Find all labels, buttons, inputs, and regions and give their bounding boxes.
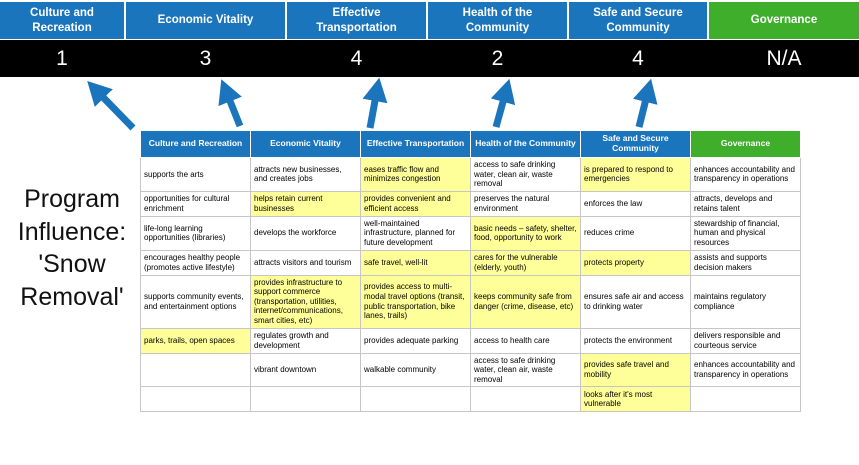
table-row: parks, trails, open spaces regulates grow… (140, 327, 801, 354)
matrix-cell: attracts visitors and tourism (250, 249, 361, 276)
matrix-cell: reduces crime (580, 215, 691, 251)
matrix-cell (470, 386, 581, 413)
arrow-icon-culture (87, 80, 136, 131)
matrix-cell: assists and supports decision makers (690, 249, 801, 276)
influence-arrows (87, 77, 658, 131)
score-band: 1 3 4 2 4 N/A (0, 40, 859, 77)
matrix-cell (140, 386, 251, 413)
matrix-cell: enforces the law (580, 190, 691, 217)
matrix-cell: access to safe drinking water, clean air… (470, 157, 581, 192)
matrix-cell: provides access to multi-modal travel op… (360, 274, 471, 329)
matrix-cell: basic needs – safety, shelter, food, opp… (470, 215, 581, 251)
table-row: supports community events, and entertain… (140, 274, 801, 329)
summary-header-cell: Governance (709, 2, 859, 39)
matrix-header-cell: Safe and Secure Community (580, 130, 691, 158)
arrow-icon-safe (633, 78, 658, 128)
matrix-cell: regulates growth and development (250, 327, 361, 354)
arrow-icon-health (490, 78, 516, 128)
matrix-cell: provides safe travel and mobility (580, 352, 691, 388)
matrix-cell: access to safe drinking water, clean air… (470, 352, 581, 388)
matrix-cell: maintains regulatory compliance (690, 274, 801, 329)
matrix-cell: develops the workforce (250, 215, 361, 251)
matrix-cell: eases traffic flow and minimizes congest… (360, 157, 471, 192)
table-row: supports the arts attracts new businesses… (140, 157, 801, 192)
score-value: 4 (350, 46, 363, 70)
matrix-header-cell: Economic Vitality (250, 130, 361, 158)
matrix-cell: safe travel, well-lit (360, 249, 471, 276)
matrix-header-cell: Governance (690, 130, 801, 158)
matrix-cell: walkable community (360, 352, 471, 388)
matrix-header-cell: Health of the Community (470, 130, 581, 158)
matrix-cell: protects property (580, 249, 691, 276)
matrix-cell: looks after it's most vulnerable (580, 386, 691, 413)
matrix-cell: delivers responsible and courteous servi… (690, 327, 801, 354)
matrix-header-row: Culture and Recreation Economic Vitality E… (140, 130, 801, 158)
matrix-header-cell: Effective Transportation (360, 130, 471, 158)
matrix-cell: attracts new businesses, and creates job… (250, 157, 361, 192)
matrix-cell (690, 386, 801, 413)
summary-header-cell: Economic Vitality (126, 2, 285, 39)
score-value: 1 (56, 46, 68, 70)
matrix-cell: supports community events, and entertain… (140, 274, 251, 329)
summary-header-cell: Culture and Recreation (0, 2, 124, 39)
table-row: vibrant downtown walkable community access… (140, 352, 801, 388)
matrix-cell: parks, trails, open spaces (140, 327, 251, 354)
matrix-cell (250, 386, 361, 413)
matrix-cell: access to health care (470, 327, 581, 354)
matrix-cell: enhances accountability and transparency… (690, 157, 801, 192)
arrow-icon-economic (218, 79, 244, 128)
score-value: 4 (632, 46, 644, 70)
matrix-cell: stewardship of financial, human and phys… (690, 215, 801, 251)
matrix-cell: well-maintained infrastructure, planned … (360, 215, 471, 251)
matrix-cell: provides infrastructure to support comme… (250, 274, 361, 329)
matrix-cell: attracts, develops and retains talent (690, 190, 801, 217)
arrow-icon-transportation (362, 77, 388, 129)
matrix-cell: supports the arts (140, 157, 251, 192)
table-row: looks after it's most vulnerable (140, 386, 801, 413)
matrix-cell (140, 352, 251, 388)
summary-header-cell: Effective Transportation (287, 2, 426, 39)
score-value: N/A (766, 46, 802, 70)
table-row: life-long learning opportunities (librar… (140, 215, 801, 251)
matrix-cell: is prepared to respond to emergencies (580, 157, 691, 192)
matrix-cell: provides convenient and efficient access (360, 190, 471, 217)
matrix-cell: keeps community safe from danger (crime,… (470, 274, 581, 329)
program-title: Program Influence: 'Snow Removal' (17, 185, 127, 311)
matrix-cell (360, 386, 471, 413)
table-row: opportunities for cultural enrichment hel… (140, 190, 801, 217)
matrix-cell: protects the environment (580, 327, 691, 354)
matrix-cell: ensures safe air and access to drinking … (580, 274, 691, 329)
table-row: encourages healthy people (promotes acti… (140, 249, 801, 276)
summary-header-cell: Health of the Community (428, 2, 567, 39)
matrix-body: supports the arts attracts new businesses… (140, 157, 801, 413)
matrix-header-cell: Culture and Recreation (140, 130, 251, 158)
matrix-cell: vibrant downtown (250, 352, 361, 388)
matrix-cell: helps retain current businesses (250, 190, 361, 217)
matrix-cell: enhances accountability and transparency… (690, 352, 801, 388)
matrix-cell: preserves the natural environment (470, 190, 581, 217)
influence-matrix: Culture and Recreation Economic Vitality E… (140, 130, 801, 413)
matrix-cell: provides adequate parking (360, 327, 471, 354)
score-value: 2 (491, 46, 504, 70)
matrix-cell: cares for the vulnerable (elderly, youth… (470, 249, 581, 276)
summary-header-cell: Safe and Secure Community (569, 2, 707, 39)
matrix-cell: life-long learning opportunities (librar… (140, 215, 251, 251)
score-value: 3 (199, 46, 212, 70)
summary-band: Culture and Recreation Economic Vitality E… (0, 2, 859, 39)
matrix-cell: opportunities for cultural enrichment (140, 190, 251, 217)
matrix-cell: encourages healthy people (promotes acti… (140, 249, 251, 276)
